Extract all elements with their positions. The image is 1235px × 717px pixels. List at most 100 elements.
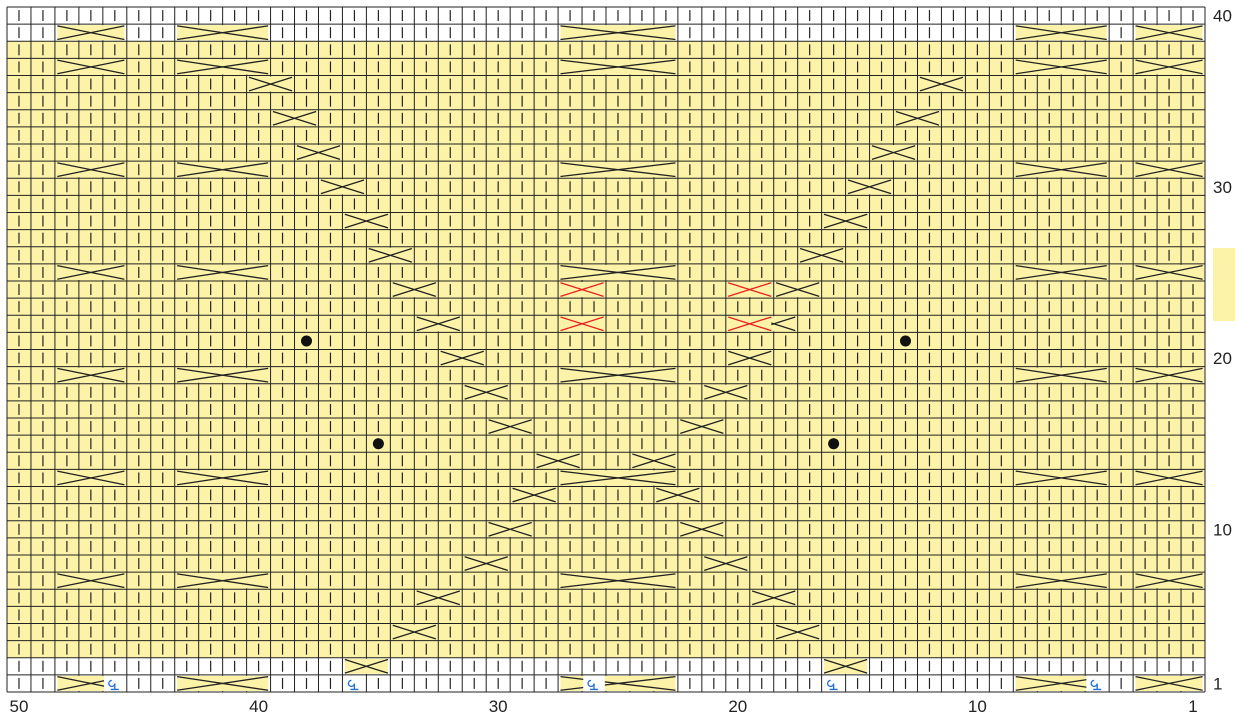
travel-cable (847, 179, 892, 195)
edge-cable-left (57, 25, 125, 41)
twist-mark (347, 679, 359, 691)
center-cable (560, 470, 676, 486)
edge-cable-right (1135, 162, 1203, 178)
twist-mark (108, 679, 119, 691)
edge-cable-right (1135, 675, 1203, 691)
travel-cable (320, 179, 365, 195)
edge-cable-left (57, 162, 125, 178)
travel-cable (392, 624, 437, 640)
center-cable (560, 25, 676, 41)
col-label: 40 (249, 697, 268, 716)
edge-cable-left (57, 470, 125, 486)
col-label: 10 (968, 697, 987, 716)
travel-cable (464, 556, 508, 572)
travel-cable (823, 213, 868, 229)
travel-cable (344, 213, 389, 229)
bobble-dot (372, 438, 384, 450)
twist-mark (587, 679, 599, 691)
travel-cable (727, 350, 772, 366)
twist-mark (827, 679, 838, 691)
travel-cable (775, 624, 820, 640)
edge-cable-left (177, 573, 269, 589)
bobble-dot (900, 335, 911, 347)
center-cable (560, 367, 676, 383)
edge-cable-right (1135, 25, 1203, 41)
legend-swatch (1213, 248, 1235, 321)
edge-cable-left (177, 367, 269, 383)
edge-cable-left (177, 25, 269, 41)
travel-cable (919, 76, 964, 92)
travel-cable (680, 419, 724, 435)
grid-lines (6, 6, 1206, 693)
edge-cable-left (57, 59, 125, 75)
row-label: 20 (1213, 349, 1232, 368)
travel-cable (895, 110, 940, 126)
edge-cable-right (1015, 470, 1107, 486)
bobble-dot (828, 438, 840, 450)
travel-cable (488, 419, 532, 435)
row-label: 30 (1213, 178, 1232, 197)
travel-cable (704, 384, 748, 400)
accent-cable (560, 316, 604, 332)
travel-cable (344, 658, 389, 674)
edge-cable-left (177, 59, 269, 75)
travel-cable (823, 658, 868, 674)
edge-cable-right (1135, 573, 1203, 589)
travel-cable (775, 282, 820, 298)
edge-cable-left (177, 162, 269, 178)
col-label: 30 (489, 697, 508, 716)
row-label: 1 (1213, 674, 1222, 693)
travel-cable (680, 521, 724, 537)
accent-cable (727, 282, 772, 298)
travel-cable (296, 145, 341, 161)
accent-cable (727, 316, 772, 332)
travel-cable (464, 384, 508, 400)
edge-cable-right (1015, 162, 1107, 178)
twist-mark (1090, 679, 1102, 691)
edge-cable-left (177, 264, 269, 280)
edge-cable-left (57, 367, 125, 383)
col-label: 1 (1188, 697, 1197, 716)
bobble-dot (301, 335, 312, 347)
travel-cable (871, 145, 916, 161)
edge-cable-left (57, 573, 125, 589)
center-cable (560, 675, 676, 691)
travel-cable (416, 590, 461, 606)
edge-cable-right (1015, 25, 1107, 41)
col-label: 50 (10, 697, 29, 716)
edge-cable-right (1135, 470, 1203, 486)
center-cable (560, 573, 676, 589)
edge-cable-right (1015, 59, 1107, 75)
edge-cable-left (177, 675, 269, 691)
travel-cable (272, 110, 317, 126)
row-label: 40 (1213, 7, 1232, 26)
edge-cable-right (1015, 573, 1107, 589)
travel-cable (632, 453, 676, 469)
edge-cable-left (177, 470, 269, 486)
travel-cable (392, 282, 437, 298)
travel-cable (656, 487, 700, 503)
travel-cable (440, 350, 485, 366)
travel-cable (799, 247, 844, 263)
travel-cable (248, 76, 293, 92)
travel-cable (751, 590, 796, 606)
travel-cable (368, 247, 413, 263)
center-cable (560, 162, 676, 178)
edge-cable-right (1015, 264, 1107, 280)
travel-cable (536, 453, 580, 469)
center-cable (560, 59, 676, 75)
edge-cable-right (1135, 264, 1203, 280)
travel-cable (512, 487, 556, 503)
travel-cable (704, 556, 748, 572)
center-cable (560, 264, 676, 280)
edge-cable-right (1015, 367, 1107, 383)
edge-cable-right (1135, 59, 1203, 75)
travel-cable (488, 521, 532, 537)
row-label: 10 (1213, 520, 1232, 539)
travel-cable (416, 316, 461, 332)
edge-cable-left (57, 264, 125, 280)
accent-cable (560, 282, 604, 298)
edge-cable-right (1135, 367, 1203, 383)
